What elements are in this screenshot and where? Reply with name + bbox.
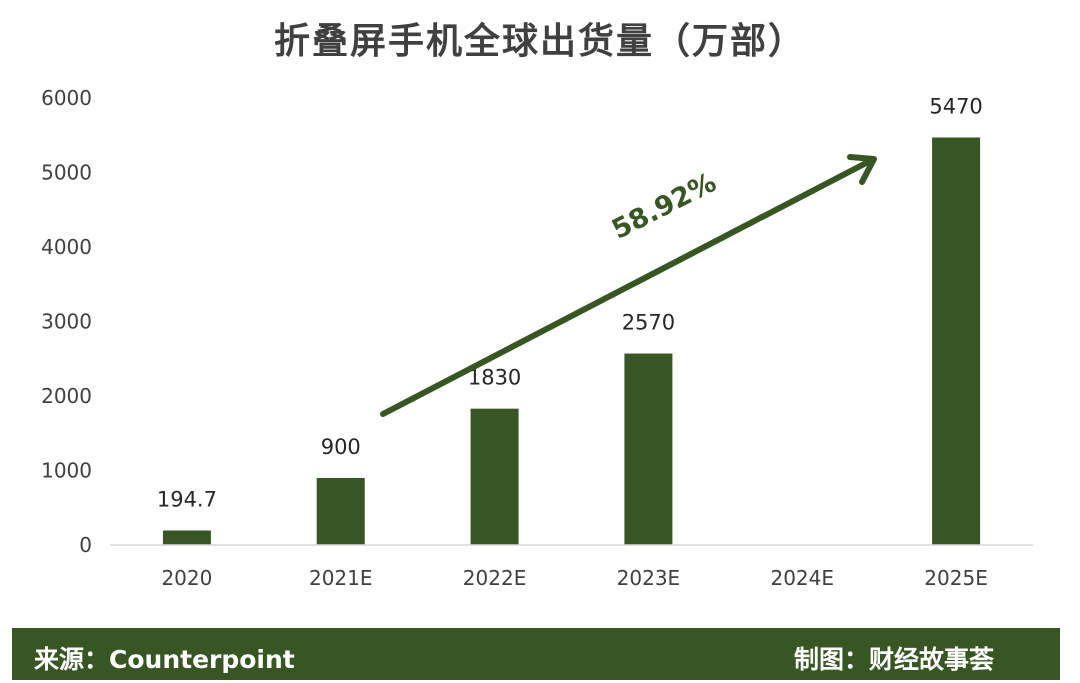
y-tick-label: 0 xyxy=(79,533,92,557)
data-label: 1830 xyxy=(468,366,521,390)
x-tick-label: 2020 xyxy=(161,566,212,590)
y-axis-ticks: 0 1000 2000 3000 4000 5000 6000 xyxy=(41,86,92,557)
x-tick-label: 2021E xyxy=(309,566,373,590)
x-axis-ticks: 2020 2021E 2022E 2023E 2024E 2025E xyxy=(161,566,987,590)
data-label: 900 xyxy=(321,435,361,459)
x-tick-label: 2023E xyxy=(617,566,681,590)
bar xyxy=(162,530,211,545)
data-labels: 194.7 900 1830 2570 5470 xyxy=(157,94,983,511)
data-label: 5470 xyxy=(929,94,982,118)
y-tick-label: 6000 xyxy=(41,86,92,110)
y-tick-label: 3000 xyxy=(41,310,92,334)
y-tick-label: 4000 xyxy=(41,235,92,259)
chart-title: 折叠屏手机全球出货量（万部） xyxy=(273,21,806,62)
arrow-line xyxy=(380,159,871,417)
x-tick-label: 2022E xyxy=(463,566,527,590)
bar-series xyxy=(162,137,981,546)
bar-chart: 0 1000 2000 3000 4000 5000 6000 2020 2021E 2022E… xyxy=(41,86,1033,590)
bar xyxy=(470,408,519,545)
credit-text: 制图：财经故事荟 xyxy=(793,645,994,674)
y-tick-label: 5000 xyxy=(41,161,92,185)
source-text: 来源：Counterpoint xyxy=(34,645,295,674)
x-tick-label: 2024E xyxy=(770,566,834,590)
y-tick-label: 1000 xyxy=(41,459,92,483)
footer-bar: 来源：Counterpoint 制图：财经故事荟 xyxy=(12,628,1060,680)
growth-rate-label: 58.92% xyxy=(607,167,721,246)
y-tick-label: 2000 xyxy=(41,384,92,408)
data-label: 194.7 xyxy=(157,487,217,511)
bar xyxy=(624,353,673,545)
arrowhead-icon xyxy=(847,154,877,185)
x-tick-label: 2025E xyxy=(924,566,988,590)
bar xyxy=(932,137,981,546)
data-label: 2570 xyxy=(622,311,675,335)
bar xyxy=(316,477,365,545)
